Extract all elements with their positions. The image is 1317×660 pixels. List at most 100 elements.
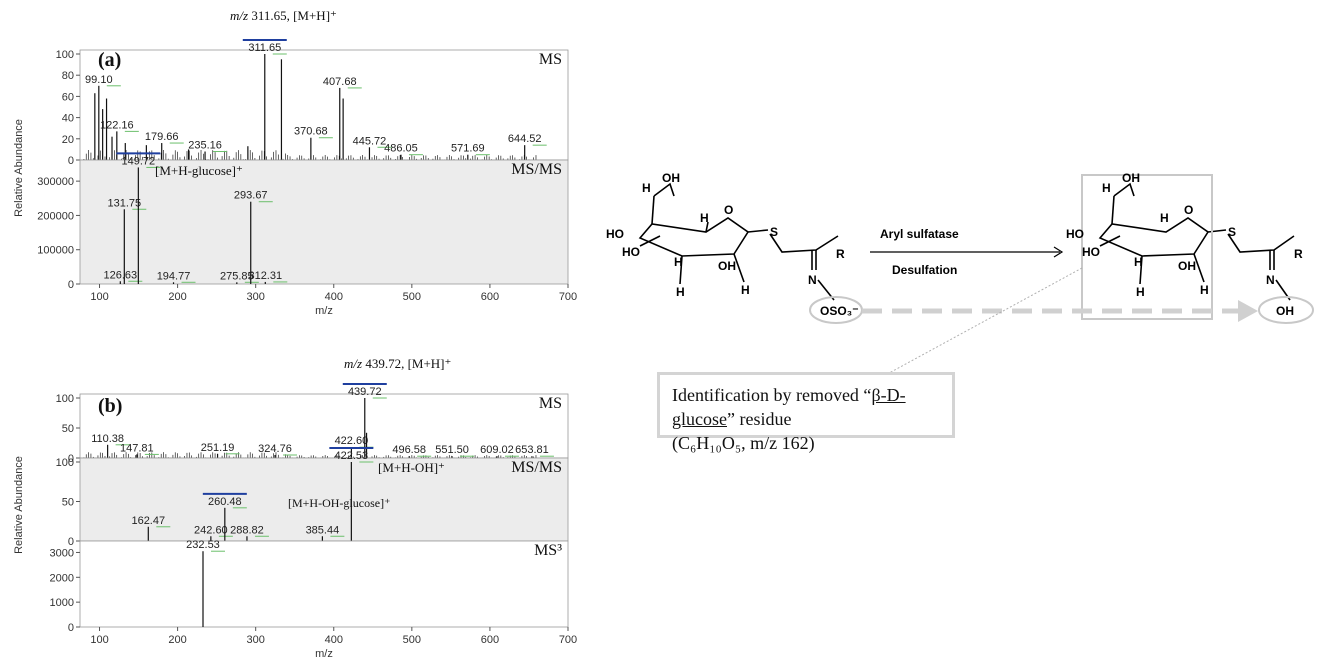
y-tick-label: 0 — [68, 536, 74, 548]
peak-label: 235.16 — [188, 140, 222, 152]
x-tick-label: 500 — [403, 634, 421, 646]
plot-area — [79, 540, 569, 628]
spectra-panels: 0 20 40 60 80 100 99.10 122.16 179.66 235.16 311.6… — [13, 8, 577, 660]
x-axis-label: m/z — [315, 305, 333, 317]
callout-leader — [879, 267, 1083, 379]
y-tick-label: 100000 — [37, 245, 74, 257]
identification-text: Identification by removed “ — [672, 385, 872, 405]
atom-label: H — [1102, 181, 1111, 195]
peak-label: 131.75 — [107, 197, 141, 209]
peak-label: 293.67 — [234, 190, 268, 202]
x-tick-label: 200 — [168, 291, 186, 303]
atom-label: H — [674, 255, 683, 269]
y-tick-label: 50 — [62, 497, 74, 509]
left-bond — [651, 195, 655, 225]
layer-label: MS/MS — [511, 459, 562, 476]
y-tick-label: 0 — [68, 279, 74, 291]
atom-label: H — [1160, 211, 1169, 225]
peak-label: 439.72 — [348, 386, 382, 398]
y-axis-label: Relative Abundance — [13, 119, 25, 217]
peak-label: 162.47 — [131, 515, 165, 527]
x-tick-label: 300 — [247, 634, 265, 646]
peak-label: 232.53 — [186, 539, 220, 551]
peak-label: 312.31 — [248, 270, 282, 282]
peak-label: 194.77 — [157, 270, 191, 282]
right-ring — [1098, 217, 1210, 257]
peak-label: 147.81 — [120, 442, 154, 454]
x-tick-label: 700 — [559, 291, 577, 303]
peak-label: 122.16 — [100, 119, 134, 131]
x-tick-label: 100 — [90, 634, 108, 646]
peak-label: 288.82 — [230, 524, 264, 536]
x-tick-label: 600 — [481, 291, 499, 303]
peak-label: 242.60 — [194, 524, 228, 536]
y-tick-label: 3000 — [50, 547, 74, 559]
atom-label: O — [724, 203, 733, 217]
x-tick-label: 500 — [403, 291, 421, 303]
fragment-annotation: [M+H-OH-glucose]⁺ — [288, 496, 390, 510]
peak-label: 179.66 — [145, 131, 179, 143]
reaction-scheme — [638, 182, 1295, 301]
panel-label-a: (a) — [98, 49, 121, 71]
peak-label: 609.02 — [480, 444, 514, 456]
identification-line1: Identification by removed “β-D-glucose” … — [672, 383, 952, 431]
right-bond — [1111, 195, 1115, 225]
atom-label: HO — [1066, 227, 1084, 241]
precursor-annotation: [M+H-glucose]⁺ — [155, 163, 243, 178]
x-tick-label: 600 — [481, 634, 499, 646]
y-tick-label: 100 — [56, 393, 74, 405]
peak-label: 653.81 — [515, 444, 549, 456]
precursor-annotation: [M+H-OH]⁺ — [378, 460, 445, 475]
peak-label: 445.72 — [353, 135, 387, 147]
left-bond — [747, 229, 769, 233]
left-ring — [638, 217, 750, 257]
right-bond — [1227, 233, 1295, 253]
right-bond — [1113, 182, 1135, 197]
peak-label: 311.65 — [248, 42, 281, 54]
identification-callout: Identification by removed “β-D-glucose” … — [657, 372, 955, 453]
layer-label: MS³ — [534, 542, 562, 559]
plot-area — [79, 159, 569, 285]
atom-label: OH — [1178, 259, 1196, 273]
identification-residue: β-D-glucose — [672, 385, 906, 429]
conversion-arrowhead — [1238, 300, 1258, 322]
peak-label: 422.60 — [335, 435, 369, 447]
glucose-highlight-box — [1081, 174, 1213, 320]
atom-label: HO — [1082, 245, 1100, 259]
y-tick-label: 60 — [62, 91, 74, 103]
x-tick-label: 400 — [325, 291, 343, 303]
peak-label: 126.63 — [103, 269, 137, 281]
peak-label: 110.38 — [91, 433, 124, 445]
peak-label: 99.10 — [85, 74, 113, 86]
peak-label: 260.48 — [208, 496, 242, 508]
y-tick-label: 200000 — [37, 210, 74, 222]
atom-label: R — [836, 247, 845, 261]
left-bond — [653, 182, 675, 197]
atom-label: OH — [718, 259, 736, 273]
atom-label: OH — [1122, 171, 1140, 185]
atom-label: R — [1294, 247, 1303, 261]
atom-label: H — [676, 285, 685, 299]
identification-line2: (C₆H₁₀O₅, m/z 162) — [672, 433, 815, 453]
y-tick-label: 50 — [62, 423, 74, 435]
x-tick-label: 100 — [90, 291, 108, 303]
x-tick-label: 300 — [247, 291, 265, 303]
layer-label: MS — [539, 51, 562, 68]
peak-label: 385.44 — [306, 524, 340, 536]
peak-label: 644.52 — [508, 133, 542, 145]
x-axis-label: m/z — [315, 648, 333, 660]
atom-label: H — [1136, 285, 1145, 299]
y-tick-label: 20 — [62, 134, 74, 146]
y-tick-label: 100 — [56, 49, 74, 61]
peak-label: 571.69 — [451, 143, 485, 155]
layer-label: MS — [539, 395, 562, 412]
leaving-group-label: OSO₃⁻ — [820, 304, 859, 318]
plot-area — [79, 49, 569, 161]
y-tick-label: 0 — [68, 155, 74, 167]
plot-area — [79, 393, 569, 459]
atom-label: H — [741, 283, 750, 297]
y-tick-label: 80 — [62, 70, 74, 82]
y-tick-label: 300000 — [37, 176, 74, 188]
left-bond — [639, 221, 745, 285]
